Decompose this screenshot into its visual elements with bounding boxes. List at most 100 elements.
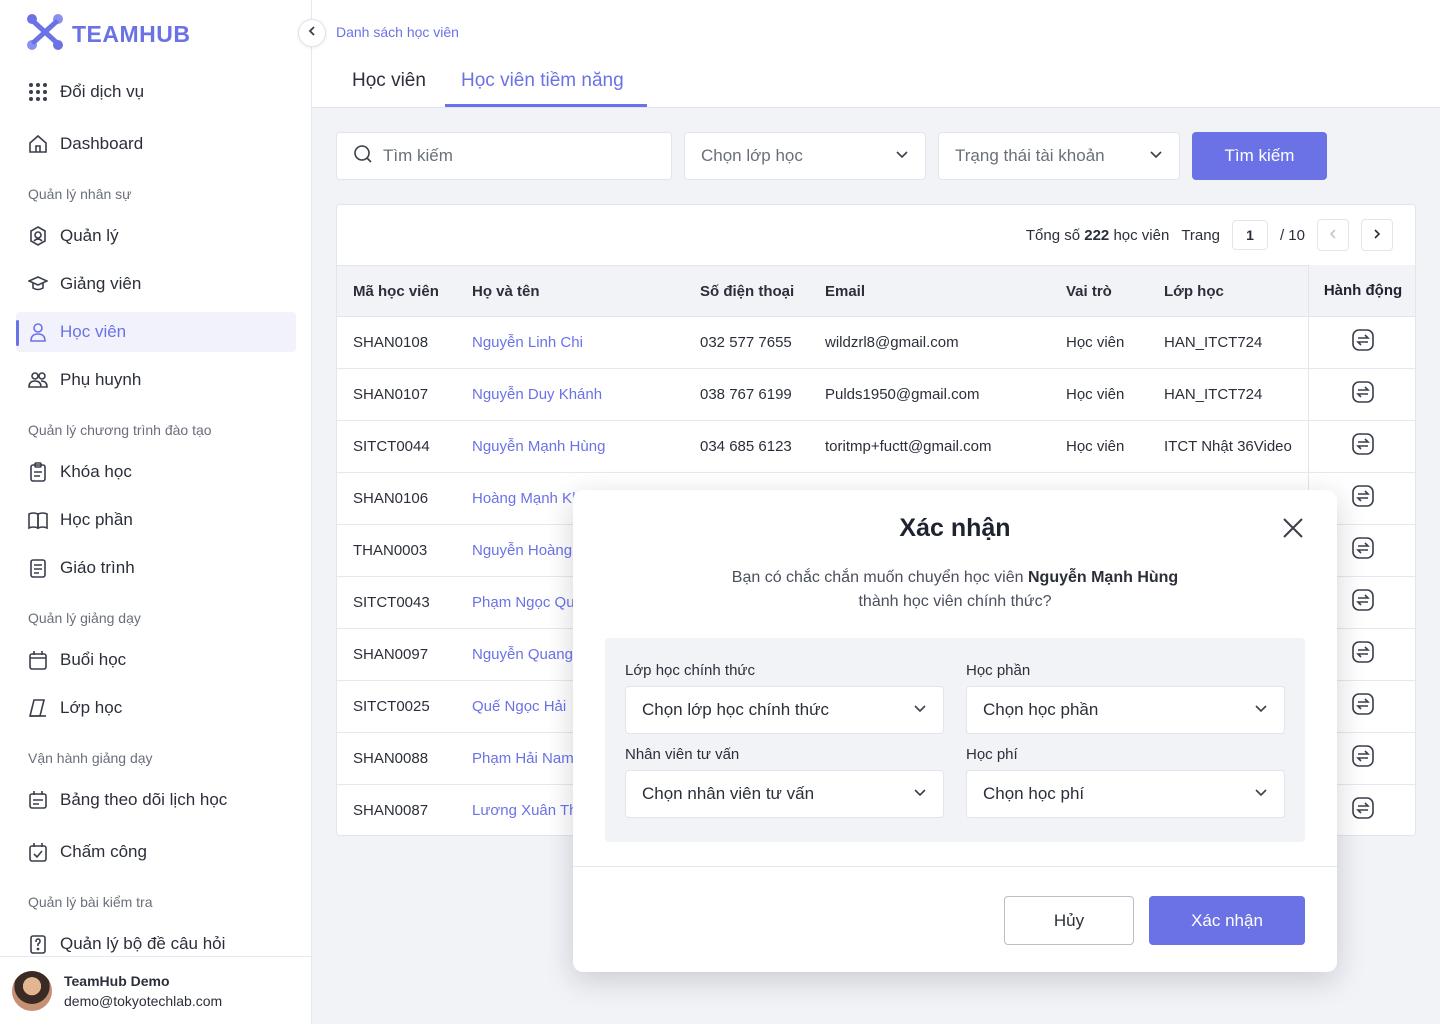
- account-status-value: Trạng thái tài khoản: [955, 146, 1105, 165]
- sidebar-item-dashboard[interactable]: Dashboard: [16, 124, 296, 164]
- student-id: THAN0003: [353, 542, 428, 559]
- student-name-link[interactable]: Quế Ngọc Hải: [472, 698, 567, 715]
- sidebar-item-label: Đổi dịch vụ: [60, 82, 145, 101]
- sidebar: TEAMHUB Đổi dịch vụ Dashboard Quản lý nh…: [0, 0, 312, 1024]
- class-select[interactable]: Chọn lớp học: [684, 132, 926, 180]
- convert-student-button[interactable]: [1351, 484, 1375, 513]
- convert-student-button[interactable]: [1351, 380, 1375, 409]
- convert-student-button[interactable]: [1351, 588, 1375, 617]
- sidebar-item-students[interactable]: Học viên: [16, 312, 296, 352]
- confirm-modal: Xác nhận Bạn có chắc chắn muốn chuyển họ…: [573, 490, 1337, 972]
- convert-student-button[interactable]: [1351, 536, 1375, 565]
- sidebar-item-label: Giáo trình: [60, 558, 135, 577]
- module-label: Học phần: [966, 662, 1031, 679]
- breadcrumb[interactable]: Danh sách học viên: [336, 24, 459, 40]
- total-number: 222: [1084, 226, 1110, 244]
- modal-message: Bạn có chắc chắn muốn chuyển học viên Ng…: [673, 566, 1237, 614]
- pagination: Tổng số 222 học viên Trang 1 / 10: [1026, 219, 1393, 251]
- convert-student-button[interactable]: [1351, 328, 1375, 357]
- student-id: SHAN0108: [353, 334, 429, 351]
- chevron-down-icon: [895, 146, 909, 166]
- logo-text: TEAMHUB: [72, 21, 191, 47]
- convert-student-button[interactable]: [1351, 796, 1375, 825]
- student-id: SHAN0107: [353, 386, 429, 403]
- student-name-link[interactable]: Phạm Ngọc Qu: [472, 594, 575, 611]
- confirm-button[interactable]: Xác nhận: [1149, 896, 1305, 945]
- schedule-icon: [28, 790, 48, 810]
- chevron-down-icon: [1254, 784, 1268, 804]
- student-name-link[interactable]: Hoàng Mạnh Kh: [472, 490, 581, 507]
- column-header: Họ và tên: [472, 283, 540, 300]
- sidebar-item-attendance[interactable]: Chấm công: [16, 832, 296, 872]
- search-input[interactable]: [383, 146, 643, 166]
- action-cell: [1309, 525, 1415, 577]
- student-id: SHAN0088: [353, 750, 429, 767]
- convert-student-button[interactable]: [1351, 744, 1375, 773]
- sidebar-item-label: Chấm công: [60, 842, 147, 861]
- sidebar-item-schedule-tracking[interactable]: Bảng theo dõi lịch học: [16, 780, 296, 820]
- student-id: SHAN0087: [353, 802, 429, 819]
- student-id: SITCT0043: [353, 594, 430, 611]
- student-id: SITCT0044: [353, 438, 430, 455]
- teacher-icon: [28, 274, 48, 294]
- action-cell: [1309, 733, 1415, 785]
- student-name-link[interactable]: Nguyễn Duy Khánh: [472, 386, 603, 403]
- chevron-down-icon: [913, 700, 927, 720]
- student-id: SHAN0097: [353, 646, 429, 663]
- section-teaching: Quản lý giảng dạy: [28, 610, 141, 626]
- account-status-select[interactable]: Trạng thái tài khoản: [938, 132, 1180, 180]
- convert-icon: [1352, 797, 1374, 819]
- fee-select[interactable]: Chọn học phí: [966, 770, 1285, 818]
- page-number-input[interactable]: 1: [1231, 220, 1268, 250]
- sidebar-item-classes[interactable]: Lớp học: [16, 688, 296, 728]
- search-button[interactable]: Tìm kiếm: [1192, 132, 1327, 180]
- collapse-sidebar-button[interactable]: [298, 19, 326, 47]
- app-logo[interactable]: TEAMHUB: [24, 12, 191, 57]
- sidebar-item-sessions[interactable]: Buổi học: [16, 640, 296, 680]
- manager-icon: [28, 226, 48, 246]
- sidebar-item-question-bank[interactable]: Quản lý bộ đề câu hỏi: [16, 924, 296, 964]
- sidebar-item-manager[interactable]: Quản lý: [16, 216, 296, 256]
- convert-student-button[interactable]: [1351, 692, 1375, 721]
- sidebar-item-curriculum[interactable]: Giáo trình: [16, 548, 296, 588]
- student-name-link[interactable]: Phạm Hải Nam: [472, 750, 574, 767]
- sidebar-item-label: Khóa học: [60, 462, 132, 481]
- student-name-link[interactable]: Nguyễn Linh Chi: [472, 334, 583, 351]
- user-profile[interactable]: TeamHub Demo demo@tokyotechlab.com: [0, 956, 311, 1024]
- total-prefix: Tổng số: [1025, 226, 1081, 244]
- official-class-select[interactable]: Chọn lớp học chính thức: [625, 686, 944, 734]
- student-name-link[interactable]: Nguyễn Mạnh Hùng: [472, 438, 606, 455]
- tab-potential-students[interactable]: Học viên tiềm năng: [461, 70, 624, 91]
- chevron-down-icon: [1254, 700, 1268, 720]
- phone-number: 034 685 6123: [700, 438, 792, 455]
- module-select[interactable]: Chọn học phần: [966, 686, 1285, 734]
- convert-student-button[interactable]: [1351, 640, 1375, 669]
- student-name-link[interactable]: Nguyễn Hoàng: [472, 542, 573, 559]
- student-name-link[interactable]: Nguyễn Quang: [472, 646, 573, 663]
- action-cell: [1309, 473, 1415, 525]
- sidebar-item-switch-service[interactable]: Đổi dịch vụ: [16, 72, 296, 112]
- sidebar-item-parents[interactable]: Phụ huynh: [16, 360, 296, 400]
- sidebar-item-courses[interactable]: Khóa học: [16, 452, 296, 492]
- section-training: Quản lý chương trình đào tạo: [28, 422, 212, 438]
- next-page-button[interactable]: [1361, 219, 1393, 251]
- convert-student-button[interactable]: [1351, 432, 1375, 461]
- consultant-select[interactable]: Chọn nhân viên tư vấn: [625, 770, 944, 818]
- document-icon: [28, 558, 48, 578]
- close-icon: [1281, 518, 1305, 544]
- cancel-button[interactable]: Hủy: [1004, 896, 1134, 945]
- close-button[interactable]: [1281, 516, 1305, 540]
- sidebar-item-modules[interactable]: Học phần: [16, 500, 296, 540]
- prev-page-button[interactable]: [1317, 219, 1349, 251]
- user-name: TeamHub Demo: [64, 973, 170, 989]
- tab-students[interactable]: Học viên: [352, 70, 426, 91]
- role: Học viên: [1066, 438, 1125, 455]
- student-name-link[interactable]: Lương Xuân Th: [472, 802, 578, 819]
- role: Học viên: [1066, 386, 1125, 403]
- action-cell: [1309, 421, 1415, 473]
- sidebar-item-teachers[interactable]: Giảng viên: [16, 264, 296, 304]
- column-header: Hành động: [1309, 265, 1415, 317]
- convert-icon: [1352, 433, 1374, 455]
- search-box[interactable]: [336, 132, 672, 180]
- modal-title: Xác nhận: [899, 514, 1011, 542]
